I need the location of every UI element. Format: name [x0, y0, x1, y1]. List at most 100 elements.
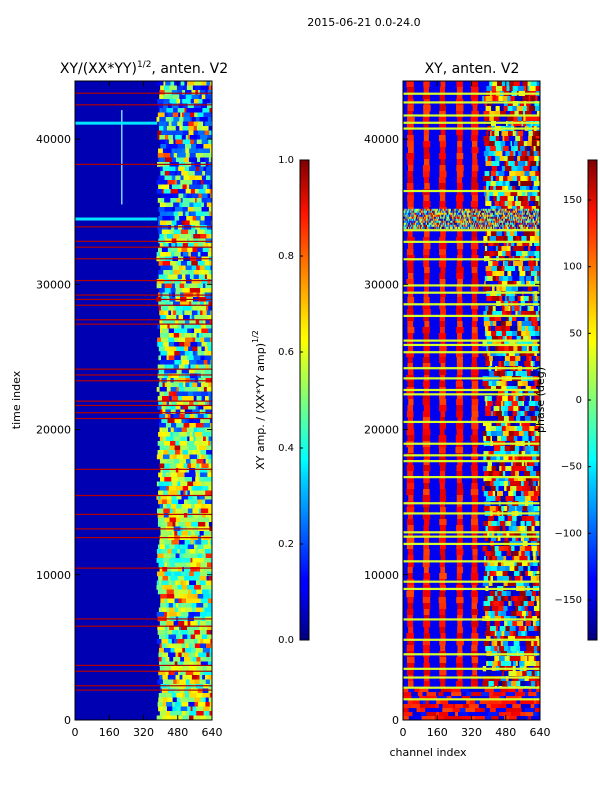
right-heatmap-cell — [495, 551, 502, 557]
right-heatmap-cell — [488, 186, 491, 192]
right-heatmap-cell — [535, 96, 539, 102]
left-heatmap-cell — [170, 270, 174, 275]
left-heatmap-cell — [170, 409, 177, 415]
right-heatmap-cell — [512, 621, 518, 627]
right-heatmap-noise — [414, 214, 416, 217]
right-heatmap-cell — [483, 676, 490, 682]
right-heatmap-cell — [505, 451, 512, 457]
right-heatmap-stripe — [407, 357, 413, 364]
right-heatmap-noise — [432, 214, 434, 217]
left-heatmap-cell — [162, 652, 169, 658]
left-heatmap-cell — [202, 288, 211, 293]
left-heatmap-cell — [177, 324, 182, 329]
left-heatmap-cell — [199, 625, 203, 631]
left-heatmap-cell — [189, 319, 197, 325]
left-heatmap-cell — [176, 679, 180, 685]
left-heatmap-cell — [181, 558, 184, 563]
right-heatmap-stripe — [439, 171, 447, 178]
left-heatmap-cell — [167, 661, 176, 667]
right-heatmap-cell — [535, 521, 540, 527]
left-heatmap-cell — [184, 693, 190, 698]
left-heatmap-cell — [166, 220, 173, 226]
right-heatmap-cell — [497, 356, 501, 362]
right-heatmap-cell — [502, 396, 509, 402]
right-heatmap-cell — [531, 476, 538, 482]
right-heatmap-cell — [487, 596, 494, 602]
left-heatmap-cell — [170, 360, 175, 365]
left-heatmap-cell — [198, 405, 204, 410]
left-heatmap-cell — [175, 405, 181, 410]
left-heatmap-cell — [208, 688, 212, 694]
right-heatmap-stripe — [422, 411, 430, 418]
left-heatmap-cell — [186, 432, 191, 437]
right-heatmap-cell — [493, 688, 501, 693]
left-heatmap-cell — [197, 130, 206, 136]
x-tick-label: 480 — [167, 726, 188, 739]
right-heatmap-cell — [483, 451, 490, 457]
left-heatmap-cell — [204, 355, 212, 361]
right-heatmap-cell — [486, 181, 490, 187]
right-heatmap-noise — [498, 208, 500, 211]
right-heatmap-stripe — [456, 309, 463, 316]
left-heatmap-cell — [190, 531, 196, 536]
right-heatmap-cell — [487, 356, 490, 362]
left-heatmap-cell — [188, 495, 194, 500]
left-heatmap-cell — [207, 261, 210, 266]
right-heatmap-cell — [526, 186, 530, 192]
left-heatmap-flag-line — [75, 298, 212, 301]
left-heatmap-cell — [180, 229, 189, 235]
right-heatmap-cell — [496, 571, 504, 577]
right-heatmap-noise — [422, 214, 424, 217]
left-heatmap-cell — [190, 189, 196, 194]
left-heatmap-flag-line — [75, 670, 212, 672]
right-heatmap-cell — [497, 611, 502, 617]
right-heatmap-cell — [407, 700, 413, 705]
right-heatmap-noise — [451, 210, 453, 213]
right-heatmap-cell — [533, 561, 539, 567]
right-heatmap-cell — [516, 716, 527, 720]
right-heatmap-cell — [504, 266, 511, 272]
right-heatmap-cell — [516, 341, 524, 347]
left-heatmap-cell — [158, 346, 166, 352]
left-heatmap-cell — [178, 364, 186, 370]
left-heatmap-cell — [209, 652, 212, 658]
right-heatmap-stripe — [471, 357, 477, 364]
right-heatmap-cell — [490, 481, 495, 487]
right-heatmap-cell — [503, 601, 509, 607]
right-heatmap-cell — [530, 96, 536, 102]
right-heatmap-cell — [534, 241, 540, 247]
right-heatmap-cell — [530, 576, 537, 582]
right-heatmap-cell — [508, 161, 511, 167]
right-heatmap-stripe — [439, 423, 446, 430]
right-heatmap-cell — [500, 636, 505, 642]
left-heatmap-cell — [210, 81, 212, 86]
right-heatmap-cell — [508, 146, 512, 152]
right-heatmap-cell — [514, 241, 518, 247]
left-heatmap-cell — [189, 675, 193, 680]
right-heatmap-cell — [429, 700, 437, 705]
right-heatmap-noise — [458, 212, 460, 215]
left-heatmap-cell — [180, 153, 187, 158]
left-heatmap-cell — [207, 252, 212, 257]
right-heatmap-cell — [499, 241, 505, 247]
left-heatmap-cell — [160, 531, 168, 536]
left-heatmap-cell — [188, 486, 193, 491]
right-heatmap-cell — [538, 156, 540, 162]
right-heatmap-noise — [514, 210, 516, 213]
left-heatmap-cell — [210, 666, 212, 671]
right-heatmap-cell — [531, 381, 536, 387]
right-heatmap-cell — [530, 146, 535, 152]
left-heatmap-cell — [182, 391, 189, 397]
left-heatmap-cell — [158, 657, 163, 662]
left-heatmap-cell — [201, 207, 210, 212]
right-heatmap-cell — [491, 461, 496, 467]
right-heatmap-cell — [507, 271, 512, 277]
right-heatmap-cell — [525, 191, 528, 197]
right-heatmap-noise — [508, 208, 510, 211]
left-heatmap-cell — [166, 126, 172, 131]
right-heatmap-cell — [485, 161, 492, 167]
right-heatmap-cell — [511, 146, 515, 152]
right-heatmap-flag-band — [403, 667, 540, 670]
left-heatmap-cell — [195, 405, 199, 410]
right-heatmap-flag-band — [403, 535, 540, 538]
